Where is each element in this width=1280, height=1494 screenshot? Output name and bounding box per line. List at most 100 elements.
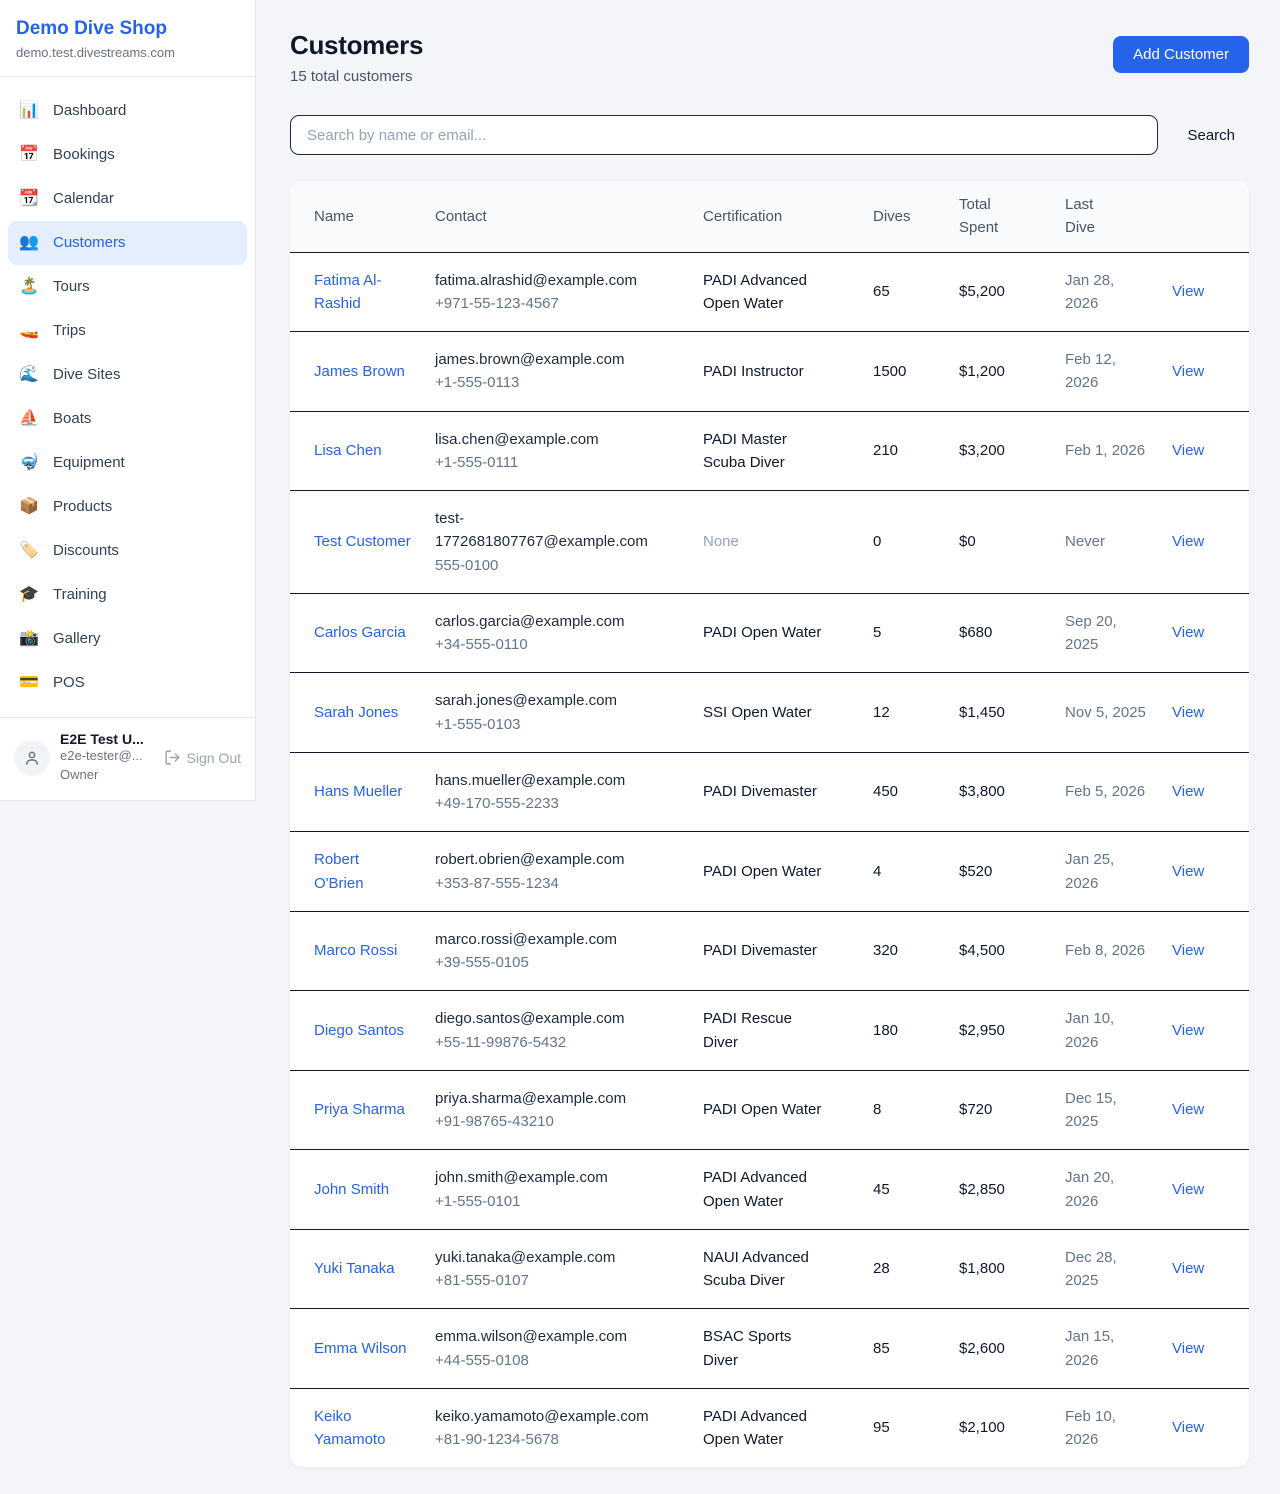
sidebar-item-label: Customers xyxy=(53,234,126,251)
customer-name-link[interactable]: Hans Mueller xyxy=(314,783,403,801)
view-link[interactable]: View xyxy=(1172,1180,1205,1198)
sidebar-item-products[interactable]: 📦 Products xyxy=(8,485,247,529)
customer-name-link[interactable]: Fatima Al-Rashid xyxy=(314,271,382,312)
sign-out-button[interactable]: Sign Out xyxy=(164,749,241,766)
customer-name-link[interactable]: Priya Sharma xyxy=(314,1101,405,1119)
sidebar-item-label: POS xyxy=(53,674,85,691)
sidebar-item-tours[interactable]: 🏝️ Tours xyxy=(8,265,247,309)
sidebar-item-calendar[interactable]: 📆 Calendar xyxy=(8,177,247,221)
customer-certification: PADI Master Scuba Diver xyxy=(703,430,787,471)
customer-certification: PADI Instructor xyxy=(703,362,804,380)
view-link[interactable]: View xyxy=(1172,442,1205,460)
customer-total-spent: $2,850 xyxy=(959,1180,1005,1198)
sidebar-item-label: Boats xyxy=(53,410,92,427)
search-input[interactable] xyxy=(290,115,1159,155)
sidebar-item-pos[interactable]: 💳 POS xyxy=(8,661,247,705)
table-row: Robert O'Brien robert.obrien@example.com… xyxy=(290,831,1249,912)
customer-total-spent: $2,100 xyxy=(959,1419,1005,1437)
customer-email: robert.obrien@example.com xyxy=(435,851,625,869)
column-header-dives: Dives xyxy=(873,181,959,253)
sidebar-item-dashboard[interactable]: 📊 Dashboard xyxy=(8,89,247,133)
customer-certification: PADI Advanced Open Water xyxy=(703,1169,807,1210)
customer-phone: +39-555-0105 xyxy=(435,954,529,971)
customer-phone: +1-555-0103 xyxy=(435,715,521,733)
customer-dives: 180 xyxy=(873,1021,899,1039)
sidebar-item-customers[interactable]: 👥 Customers xyxy=(8,221,247,265)
table-row: Yuki Tanaka yuki.tanaka@example.com +81-… xyxy=(290,1229,1249,1310)
label-tag-icon: 🏷️ xyxy=(19,542,39,559)
main-content: Customers 15 total customers Add Custome… xyxy=(256,0,1280,1494)
table-row: Hans Mueller hans.mueller@example.com +4… xyxy=(290,752,1249,833)
customer-email: priya.sharma@example.com xyxy=(435,1089,627,1107)
view-link[interactable]: View xyxy=(1172,533,1205,551)
customer-dives: 12 xyxy=(873,703,890,721)
customer-total-spent: $680 xyxy=(959,624,993,642)
view-link[interactable]: View xyxy=(1172,1339,1205,1357)
customer-name-link[interactable]: Lisa Chen xyxy=(314,442,382,460)
customer-name-link[interactable]: Yuki Tanaka xyxy=(314,1260,395,1278)
search-button[interactable]: Search xyxy=(1185,123,1237,148)
customer-last-dive: Feb 8, 2026 xyxy=(1065,942,1146,960)
column-header-contact: Contact xyxy=(435,181,703,253)
person-icon xyxy=(26,751,38,765)
customer-phone: +971-55-123-4567 xyxy=(435,294,559,312)
sidebar-item-label: Products xyxy=(53,498,113,515)
customer-name-link[interactable]: John Smith xyxy=(314,1180,390,1198)
customer-certification: PADI Open Water xyxy=(703,1101,822,1119)
sidebar-item-bookings[interactable]: 📅 Bookings xyxy=(8,133,247,177)
view-link[interactable]: View xyxy=(1172,624,1205,642)
sidebar-item-dive-sites[interactable]: 🌊 Dive Sites xyxy=(8,353,247,397)
customer-name-link[interactable]: Emma Wilson xyxy=(314,1339,407,1357)
customer-total-spent: $1,450 xyxy=(959,703,1005,721)
view-link[interactable]: View xyxy=(1172,862,1205,880)
customer-name-link[interactable]: Marco Rossi xyxy=(314,942,398,960)
customer-name-link[interactable]: Keiko Yamamoto xyxy=(314,1407,386,1448)
credit-card-icon: 💳 xyxy=(19,674,39,691)
two-people-icon: 👥 xyxy=(19,234,39,251)
sidebar-item-trips[interactable]: 🚤 Trips xyxy=(8,309,247,353)
customer-last-dive: Never xyxy=(1065,533,1106,551)
view-link[interactable]: View xyxy=(1172,942,1205,960)
add-customer-button[interactable]: Add Customer xyxy=(1113,36,1249,73)
view-link[interactable]: View xyxy=(1172,1419,1205,1437)
view-link[interactable]: View xyxy=(1172,1021,1205,1039)
table-header: Name Contact Certification Dives Total S… xyxy=(290,181,1249,253)
shop-domain: demo.test.divestreams.com xyxy=(16,45,175,60)
sidebar-item-label: Dashboard xyxy=(53,102,127,119)
customer-name-link[interactable]: Diego Santos xyxy=(314,1021,405,1039)
customer-phone: +91-98765-43210 xyxy=(435,1113,554,1130)
customer-total-spent: $4,500 xyxy=(959,942,1005,960)
customer-name-link[interactable]: Test Customer xyxy=(314,533,411,551)
sidebar-item-gallery[interactable]: 📸 Gallery xyxy=(8,617,247,661)
customer-email: test-1772681807767@example.com xyxy=(435,510,648,551)
user-email: e2e-tester@... xyxy=(60,748,143,763)
view-link[interactable]: View xyxy=(1172,1101,1205,1119)
sidebar-nav: 📊 Dashboard 📅 Bookings 📆 Calendar 👥 Cust… xyxy=(0,77,255,713)
customer-name-link[interactable]: Robert O'Brien xyxy=(314,851,364,892)
customer-dives: 1500 xyxy=(873,362,907,380)
diving-mask-icon: 🤿 xyxy=(19,454,39,471)
view-link[interactable]: View xyxy=(1172,703,1205,721)
column-header-total-spent: Total Spent xyxy=(959,181,1065,253)
sidebar-item-training[interactable]: 🎓 Training xyxy=(8,573,247,617)
tear-off-calendar-icon: 📅 xyxy=(19,146,39,163)
customer-total-spent: $520 xyxy=(959,862,993,880)
customer-certification: BSAC Sports Diver xyxy=(703,1328,792,1369)
customer-total-spent: $1,800 xyxy=(959,1260,1005,1278)
sidebar-item-label: Discounts xyxy=(53,542,119,559)
view-link[interactable]: View xyxy=(1172,362,1205,380)
customer-email: fatima.alrashid@example.com xyxy=(435,271,637,289)
customer-name-link[interactable]: Sarah Jones xyxy=(314,703,399,721)
view-link[interactable]: View xyxy=(1172,783,1205,801)
sidebar-item-discounts[interactable]: 🏷️ Discounts xyxy=(8,529,247,573)
view-link[interactable]: View xyxy=(1172,283,1205,301)
sidebar-item-equipment[interactable]: 🤿 Equipment xyxy=(8,441,247,485)
sidebar-item-boats[interactable]: ⛵ Boats xyxy=(8,397,247,441)
view-link[interactable]: View xyxy=(1172,1260,1205,1278)
customer-name-link[interactable]: James Brown xyxy=(314,362,405,380)
user-role: Owner xyxy=(60,766,99,782)
customer-count: 15 total customers xyxy=(290,68,413,85)
customer-name-link[interactable]: Carlos Garcia xyxy=(314,624,406,642)
customer-certification: SSI Open Water xyxy=(703,703,812,721)
